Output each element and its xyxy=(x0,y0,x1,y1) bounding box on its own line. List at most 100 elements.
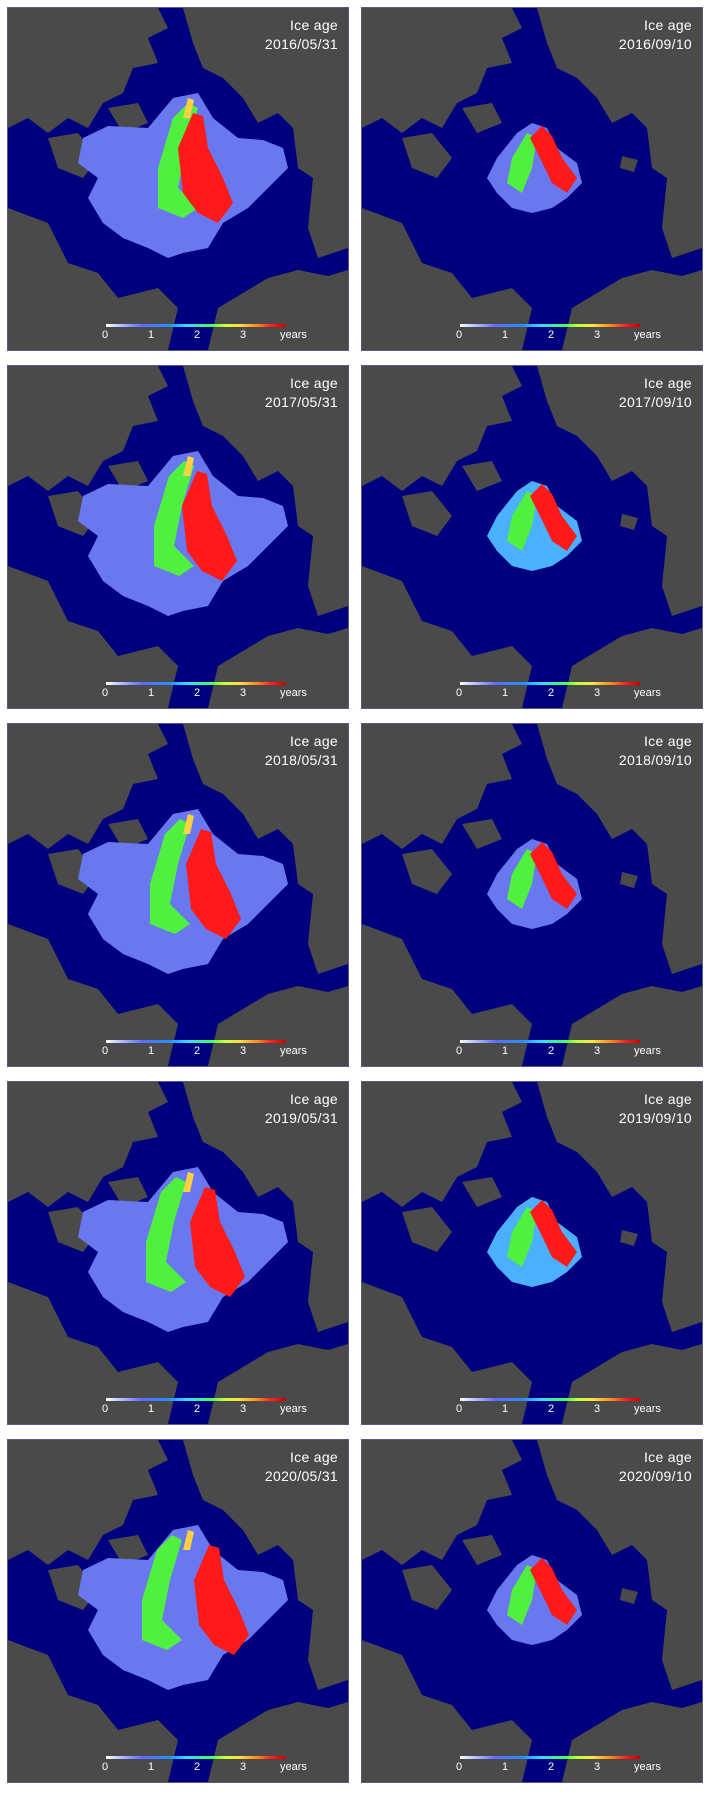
colorbar-tick-label: 2 xyxy=(194,329,201,341)
panel-title: Ice age 2016/05/31 xyxy=(265,16,338,54)
land-mass xyxy=(362,566,532,708)
sea-ice-age-region xyxy=(507,849,537,909)
panel-date: 2018/09/10 xyxy=(618,752,692,768)
sea-ice-age-region xyxy=(190,1187,245,1297)
colorbar-tick-label: 1 xyxy=(502,1403,509,1415)
colorbar xyxy=(106,1756,286,1759)
colorbar-tick-label: 2 xyxy=(548,1045,555,1057)
panel-heading: Ice age xyxy=(289,1449,338,1465)
land-mass xyxy=(108,1535,148,1565)
panel-title: Ice age 2019/05/31 xyxy=(265,1090,338,1128)
land-mass xyxy=(8,566,178,708)
colorbar-unit: years xyxy=(634,1403,661,1415)
colorbar-ticks: 0 1 2 3 years xyxy=(98,329,348,343)
land-mass xyxy=(620,514,638,530)
arctic-map xyxy=(362,366,702,708)
panel-date: 2017/05/31 xyxy=(264,394,338,410)
land-mass xyxy=(108,461,148,491)
land-mass xyxy=(562,986,702,1066)
sea-ice-extent xyxy=(78,809,288,974)
land-mass xyxy=(537,1082,702,1332)
land-mass xyxy=(362,1440,522,1565)
sea-ice-age-region xyxy=(530,842,577,909)
land-mass xyxy=(380,754,392,766)
colorbar-ticks: 0 1 2 3 years xyxy=(452,329,702,343)
land-mass xyxy=(208,1702,348,1782)
colorbar-ticks: 0 1 2 3 years xyxy=(98,1761,348,1775)
colorbar-tick-label: 1 xyxy=(148,687,155,699)
colorbar-tick-label: 1 xyxy=(502,1761,509,1773)
land-mass xyxy=(380,38,392,50)
colorbar-tick-label: 1 xyxy=(148,329,155,341)
land-mass xyxy=(8,366,168,491)
sea-ice-age-region xyxy=(507,491,537,551)
ice-age-map-panel: Ice age 2018/05/31 0 1 2 3 years xyxy=(7,723,349,1067)
colorbar-tick-label: 3 xyxy=(594,1761,601,1773)
land-mass xyxy=(362,724,522,849)
colorbar xyxy=(460,1756,640,1759)
panel-title: Ice age 2020/05/31 xyxy=(265,1448,338,1486)
colorbar xyxy=(460,1040,640,1043)
panel-heading: Ice age xyxy=(643,1091,692,1107)
land-mass xyxy=(462,819,502,849)
colorbar-tick-label: 2 xyxy=(548,1403,555,1415)
land-mass xyxy=(562,1702,702,1782)
colorbar-ticks: 0 1 2 3 years xyxy=(452,687,702,701)
arctic-map xyxy=(8,1082,348,1424)
colorbar-unit: years xyxy=(634,687,661,699)
sea-ice-age-region xyxy=(183,1530,194,1550)
colorbar-tick-label: 3 xyxy=(240,1403,247,1415)
colorbar-unit: years xyxy=(280,687,307,699)
panel-title: Ice age 2019/09/10 xyxy=(619,1090,692,1128)
land-mass xyxy=(8,208,178,350)
arctic-map xyxy=(362,1440,702,1782)
land-mass xyxy=(208,1344,348,1424)
arctic-map xyxy=(362,8,702,350)
ice-age-map-panel: Ice age 2019/09/10 0 1 2 3 years xyxy=(361,1081,703,1425)
land-mass xyxy=(208,986,348,1066)
arctic-map xyxy=(8,8,348,350)
colorbar-tick-label: 0 xyxy=(102,1761,109,1773)
land-mass xyxy=(537,8,702,258)
colorbar-tick-label: 1 xyxy=(148,1045,155,1057)
sea-ice-age-region xyxy=(142,1535,182,1650)
colorbar-unit: years xyxy=(280,1403,307,1415)
sea-ice-extent xyxy=(78,1167,288,1332)
panel-date: 2019/09/10 xyxy=(618,1110,692,1126)
panel-heading: Ice age xyxy=(643,1449,692,1465)
colorbar-tick-label: 1 xyxy=(502,687,509,699)
sea-ice-extent xyxy=(78,451,288,616)
panel-title: Ice age 2017/05/31 xyxy=(265,374,338,412)
sea-ice-extent xyxy=(487,1197,582,1287)
land-mass xyxy=(26,38,38,50)
colorbar xyxy=(460,324,640,327)
colorbar-unit: years xyxy=(634,329,661,341)
land-mass xyxy=(362,1282,532,1424)
sea-ice-age-region xyxy=(183,98,194,118)
panel-heading: Ice age xyxy=(643,733,692,749)
colorbar-unit: years xyxy=(634,1045,661,1057)
colorbar-tick-label: 0 xyxy=(456,329,463,341)
ice-age-map-panel: Ice age 2020/09/10 0 1 2 3 years xyxy=(361,1439,703,1783)
land-mass xyxy=(620,1588,638,1604)
land-mass xyxy=(183,1082,348,1332)
ice-age-map-panel: Ice age 2019/05/31 0 1 2 3 years xyxy=(7,1081,349,1425)
colorbar-tick-label: 2 xyxy=(548,687,555,699)
arctic-map xyxy=(362,1082,702,1424)
sea-ice-extent xyxy=(487,1555,582,1645)
land-mass xyxy=(183,8,348,258)
sea-ice-age-region xyxy=(150,819,190,934)
land-mass xyxy=(362,1640,532,1782)
colorbar-tick-label: 2 xyxy=(194,687,201,699)
land-mass xyxy=(380,1112,392,1124)
colorbar-tick-label: 2 xyxy=(194,1403,201,1415)
sea-ice-extent xyxy=(487,123,582,213)
colorbar-ticks: 0 1 2 3 years xyxy=(452,1403,702,1417)
colorbar-tick-label: 2 xyxy=(194,1761,201,1773)
colorbar-unit: years xyxy=(280,329,307,341)
land-mass xyxy=(8,1282,178,1424)
land-mass xyxy=(208,628,348,708)
sea-ice-age-region xyxy=(530,126,577,193)
land-mass xyxy=(620,1230,638,1246)
colorbar-tick-label: 0 xyxy=(102,1045,109,1057)
